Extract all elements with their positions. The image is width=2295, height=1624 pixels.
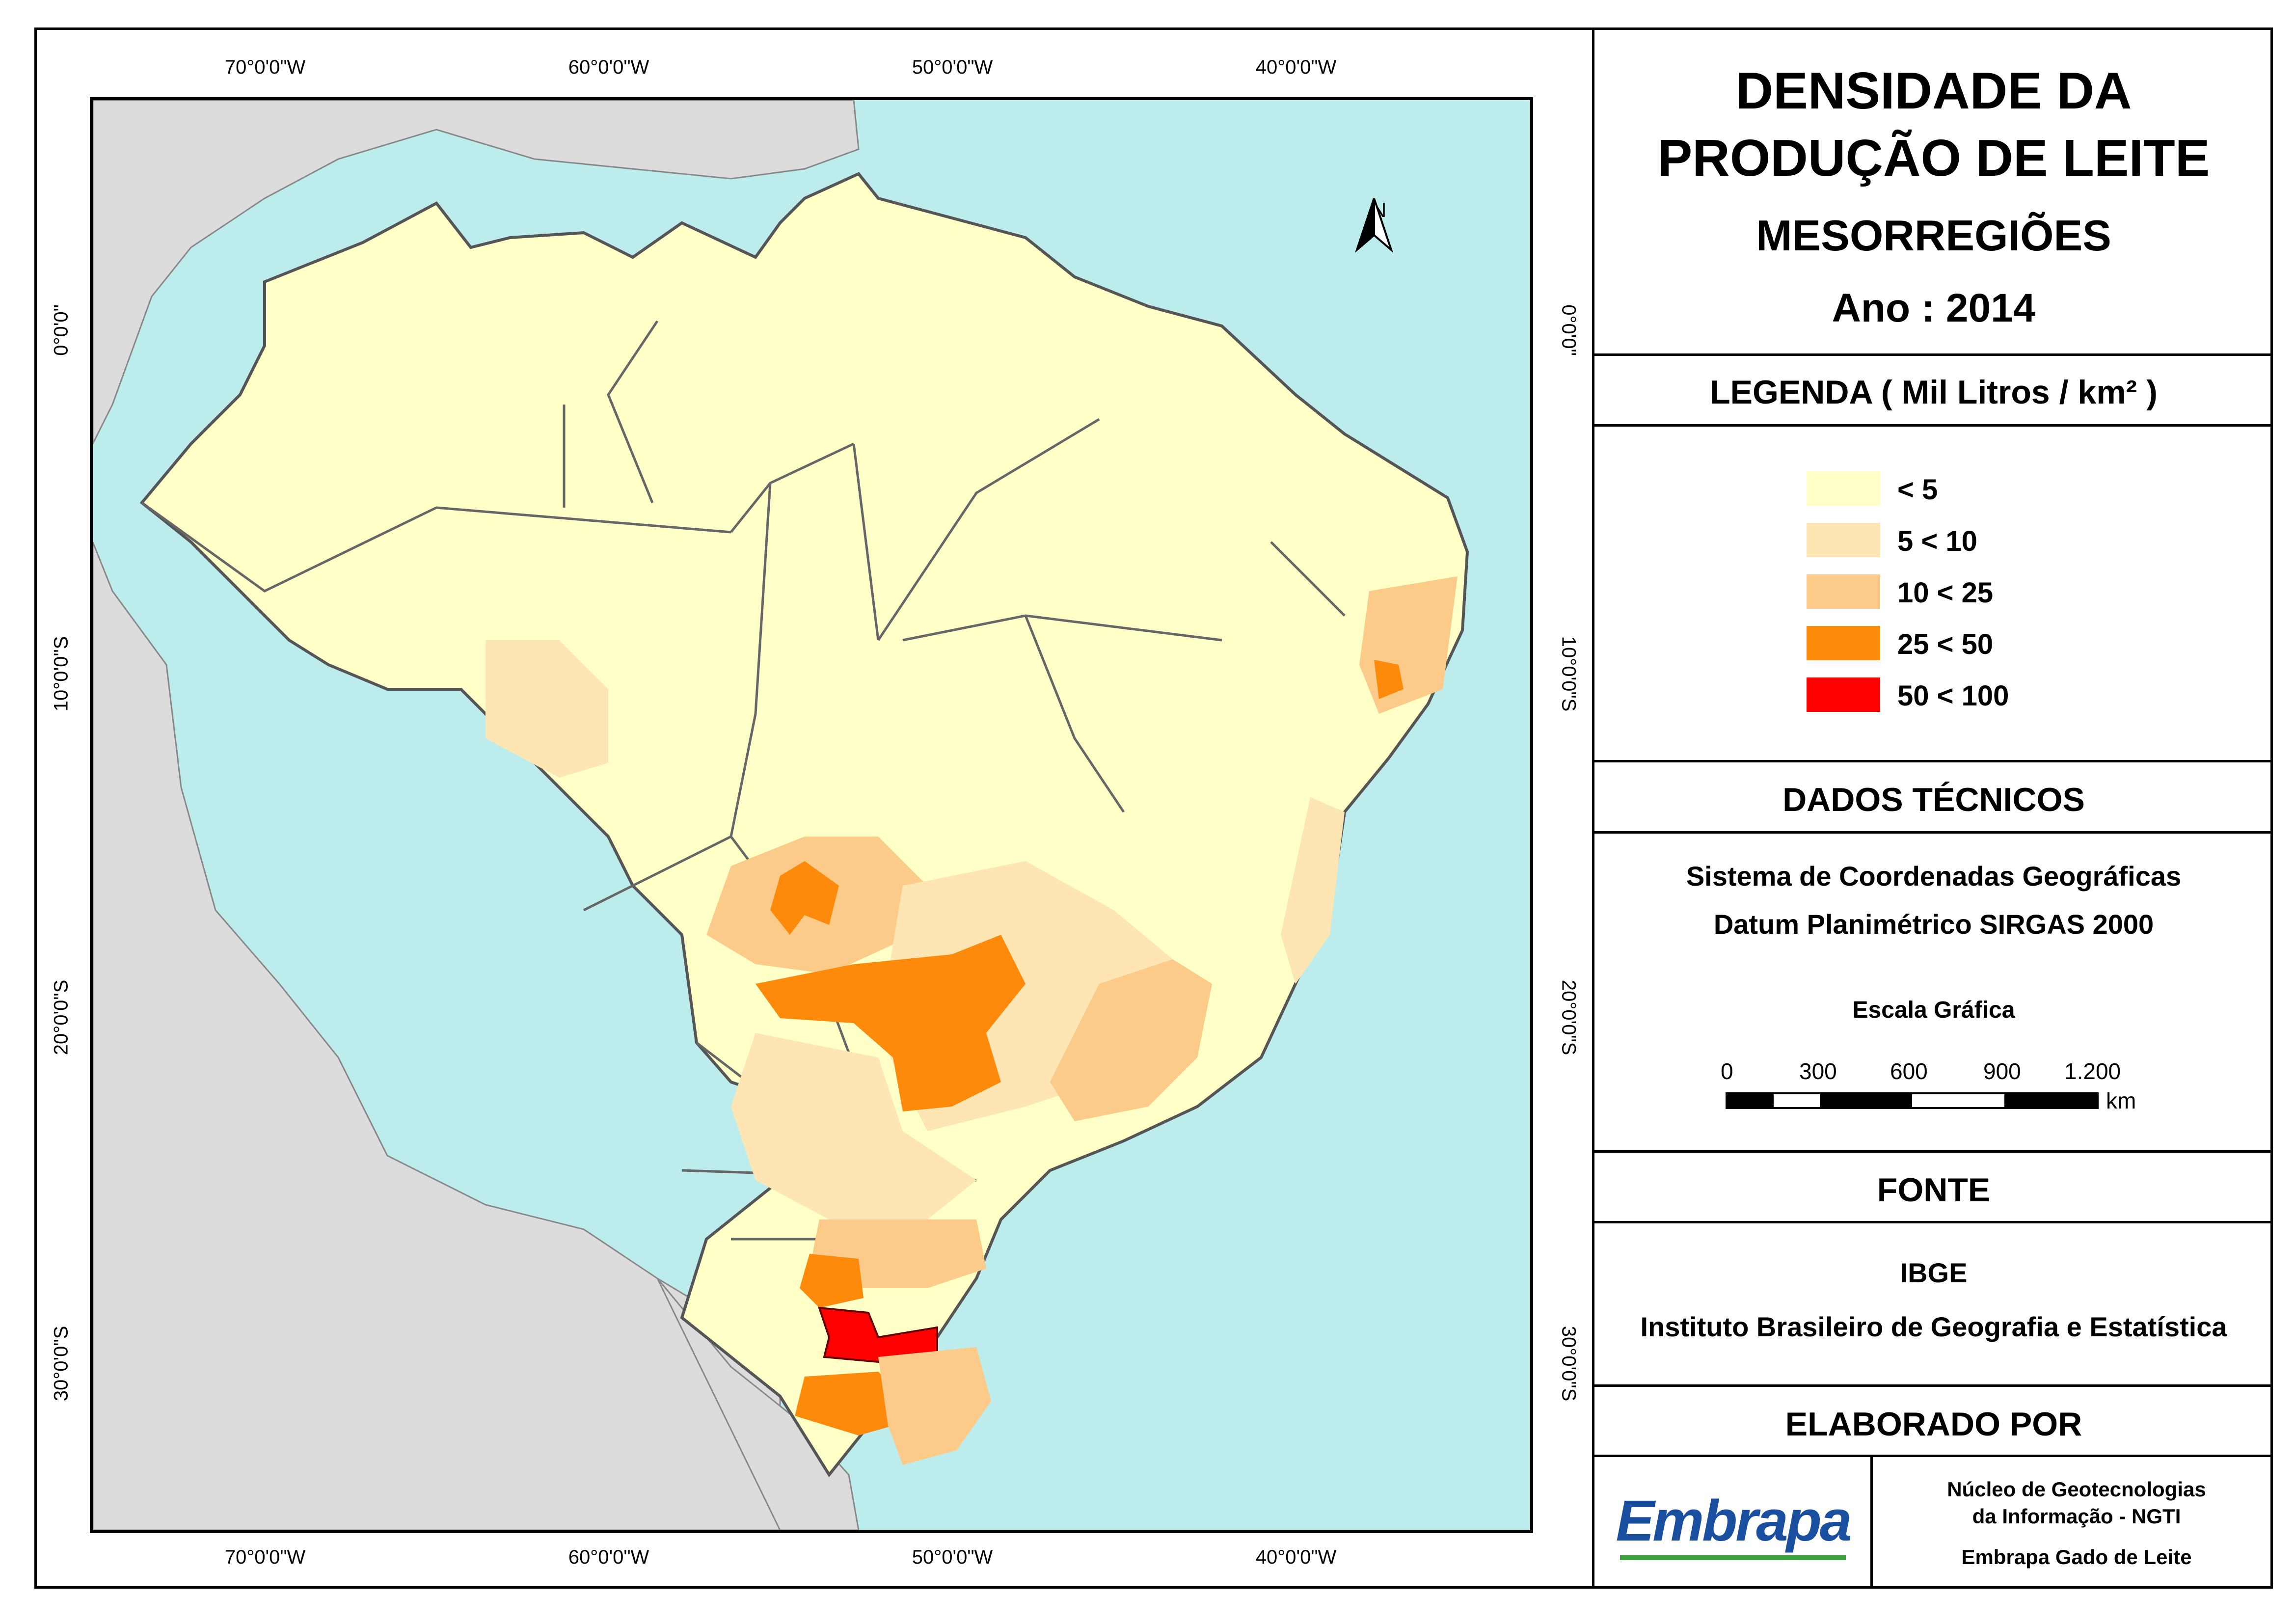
lat-tick-left-0: 0°0'0" <box>50 304 72 356</box>
source-header: FONTE <box>1877 1171 1991 1209</box>
region-10-25-northeast <box>1359 576 1458 714</box>
map-svg <box>93 100 1469 1530</box>
divider-1 <box>1594 353 2273 356</box>
lon-tick-bottom-70: 70°0'0"W <box>224 1546 306 1568</box>
uruguay-argentina <box>656 1278 860 1530</box>
legend-label-1: < 5 <box>1897 474 1938 506</box>
title-line1: DENSIDADE DA <box>1735 62 2132 120</box>
technical-header: DADOS TÉCNICOS <box>1782 781 2085 818</box>
lat-tick-left-20: 20°0'0"S <box>50 979 72 1056</box>
divider-8 <box>1594 1455 2273 1457</box>
north-arrow-icon <box>1355 198 1393 252</box>
legend-swatch-3 <box>1807 574 1880 609</box>
region-25-50-minas <box>756 935 1026 1111</box>
scale-label-1200: 1.200 <box>2064 1058 2121 1084</box>
region-10-25-rs <box>878 1347 991 1465</box>
title-line3: MESORREGIÕES <box>1756 211 2111 260</box>
region-25-50-rs <box>795 1372 903 1435</box>
scale-label-600: 600 <box>1890 1058 1928 1084</box>
divider-4 <box>1594 831 2273 834</box>
region-5-10-rondonia <box>486 640 608 778</box>
lon-tick-bottom-50: 50°0'0"W <box>912 1546 993 1568</box>
divider-6 <box>1594 1221 2273 1223</box>
source-line1: IBGE <box>1900 1257 1968 1288</box>
lat-tick-right-10: 10°0'0"S <box>1558 636 1580 712</box>
author-line3: Embrapa Gado de Leite <box>1961 1545 2192 1569</box>
lat-tick-right-20: 20°0'0"S <box>1558 979 1580 1056</box>
scale-label-900: 900 <box>1983 1058 2021 1084</box>
lon-tick-bottom-60: 60°0'0"W <box>568 1546 649 1568</box>
title-year: Ano : 2014 <box>1832 286 2036 330</box>
region-10-25-east <box>1050 959 1212 1121</box>
lat-tick-right-30: 30°0'0"S <box>1558 1326 1580 1402</box>
source-line2: Instituto Brasileiro de Geografia e Esta… <box>1640 1311 2227 1342</box>
legend-label-3: 10 < 25 <box>1897 577 1994 609</box>
lon-tick-top-50: 50°0'0"W <box>912 56 993 78</box>
title-line2: PRODUÇÃO DE LEITE <box>1657 129 2210 187</box>
embrapa-logo: Embrapa <box>1616 1489 1852 1553</box>
legend-header: LEGENDA ( Mil Litros / km² ) <box>1710 374 2158 411</box>
author-line2: da Informação - NGTI <box>1972 1505 2181 1528</box>
legend-swatch-4 <box>1807 626 1880 660</box>
brazil-outline <box>139 172 1469 1478</box>
region-25-50-parana <box>800 1254 864 1308</box>
divider-7 <box>1594 1384 2273 1387</box>
legend-swatch-1 <box>1807 471 1880 506</box>
panel-divider <box>1592 27 1594 1589</box>
technical-line1: Sistema de Coordenadas Geográficas <box>1686 861 2182 892</box>
lon-tick-bottom-40: 40°0'0"W <box>1255 1546 1337 1568</box>
legend-swatch-2 <box>1807 523 1880 557</box>
author-line1: Núcleo de Geotecnologias <box>1947 1478 2206 1501</box>
divider-2 <box>1594 424 2273 427</box>
map-canvas: N <box>90 97 1533 1533</box>
region-5-10-bahia-coast <box>1281 797 1345 984</box>
legend-label-5: 50 < 100 <box>1897 680 2009 712</box>
technical-line2: Datum Planimétrico SIRGAS 2000 <box>1713 909 2154 940</box>
lon-tick-top-70: 70°0'0"W <box>224 56 306 78</box>
legend-label-4: 25 < 50 <box>1897 628 1994 660</box>
author-header: ELABORADO POR <box>1785 1406 2082 1443</box>
author-divider-v <box>1870 1455 1873 1589</box>
legend-swatch-5 <box>1807 677 1880 712</box>
lat-tick-left-30: 30°0'0"S <box>50 1326 72 1402</box>
scale-label-0: 0 <box>1721 1058 1733 1084</box>
scale-title: Escala Gráfica <box>1852 997 2015 1023</box>
lat-tick-right-0: 0°0'0" <box>1558 304 1580 356</box>
scale-unit: km <box>2106 1088 2136 1113</box>
region-25-50-goias <box>770 861 839 935</box>
embrapa-logo-underline <box>1620 1555 1846 1560</box>
scale-bar <box>1726 1092 2099 1109</box>
lon-tick-top-60: 60°0'0"W <box>568 56 649 78</box>
divider-3 <box>1594 760 2273 762</box>
lat-tick-left-10: 10°0'0"S <box>50 636 72 712</box>
scale-label-300: 300 <box>1799 1058 1837 1084</box>
legend-label-2: 5 < 10 <box>1897 525 1977 557</box>
north-arrow: N <box>1354 198 1404 292</box>
divider-5 <box>1594 1150 2273 1153</box>
lon-tick-top-40: 40°0'0"W <box>1255 56 1337 78</box>
map-frame <box>34 27 2273 1589</box>
region-25-50-northeast <box>1374 660 1404 699</box>
region-5-10-sp <box>731 1033 976 1219</box>
